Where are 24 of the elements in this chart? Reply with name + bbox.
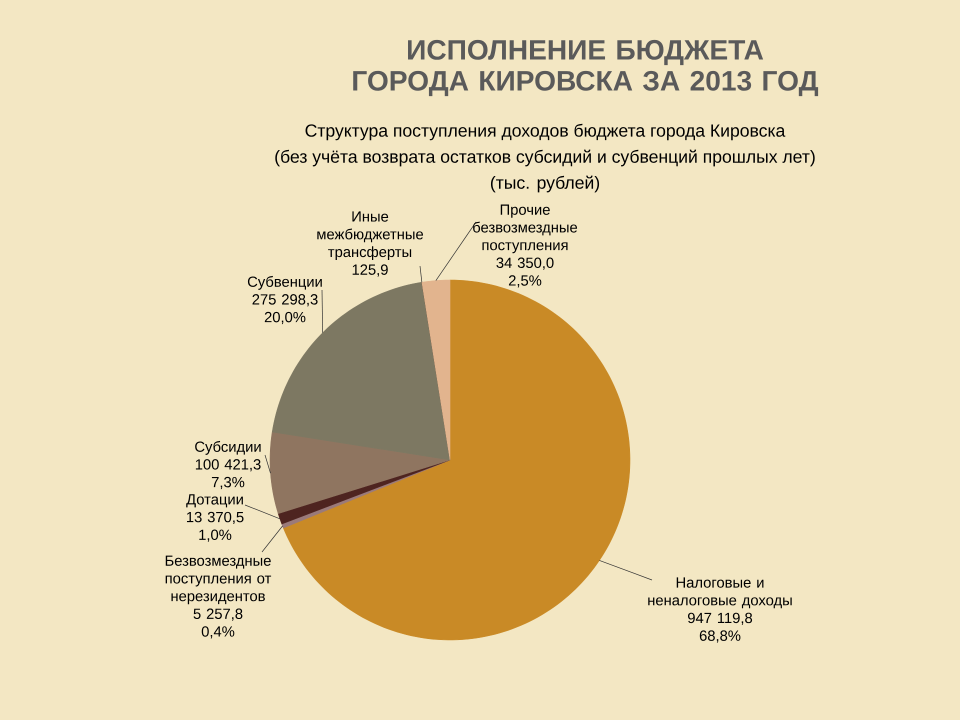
text: 68,8% [700,630,740,643]
data-label: 34 350,0 [496,258,554,270]
data-label: 275 298,3 [252,294,318,306]
slice-label: Субсидии [195,440,261,455]
slice-label: Субвенции [248,276,322,290]
chart-title: ИСПОЛНЕНИЕ БЮДЖЕТА ГОРОДА КИРОВСКА ЗА 2013 ГОД [353,40,818,96]
data-label: 13 370,5 [186,512,244,524]
slice-label: Прочие безвозмездные поступления [473,204,578,254]
text: 1,0% [199,530,232,542]
chart-subtitle: Структура поступления доходов бюджета города Кировска [306,124,786,140]
slice-label: Дотации [186,494,243,508]
data-label: 5 257,8 [194,608,242,621]
text: 7,3% [212,476,244,490]
data-label: 125,9 [352,264,388,277]
data-label: 100 421,3 [196,459,261,472]
slice-label: Налоговые и неналоговые доходы [648,577,792,608]
slice-label: Иные межбюджетные трансферты [317,211,424,260]
text: 0,4% [202,626,234,638]
slice-label: Безвозмездные поступления от нерезидентов [166,556,272,604]
data-label: 947 119,8 [688,612,752,625]
text: 20,0% [264,312,306,324]
text: 2,5% [508,275,542,288]
text: (без учёта возврата остатков субсидий и субвенций прошлых лет) [275,150,815,166]
text: (тыс. рублей) [490,176,600,192]
